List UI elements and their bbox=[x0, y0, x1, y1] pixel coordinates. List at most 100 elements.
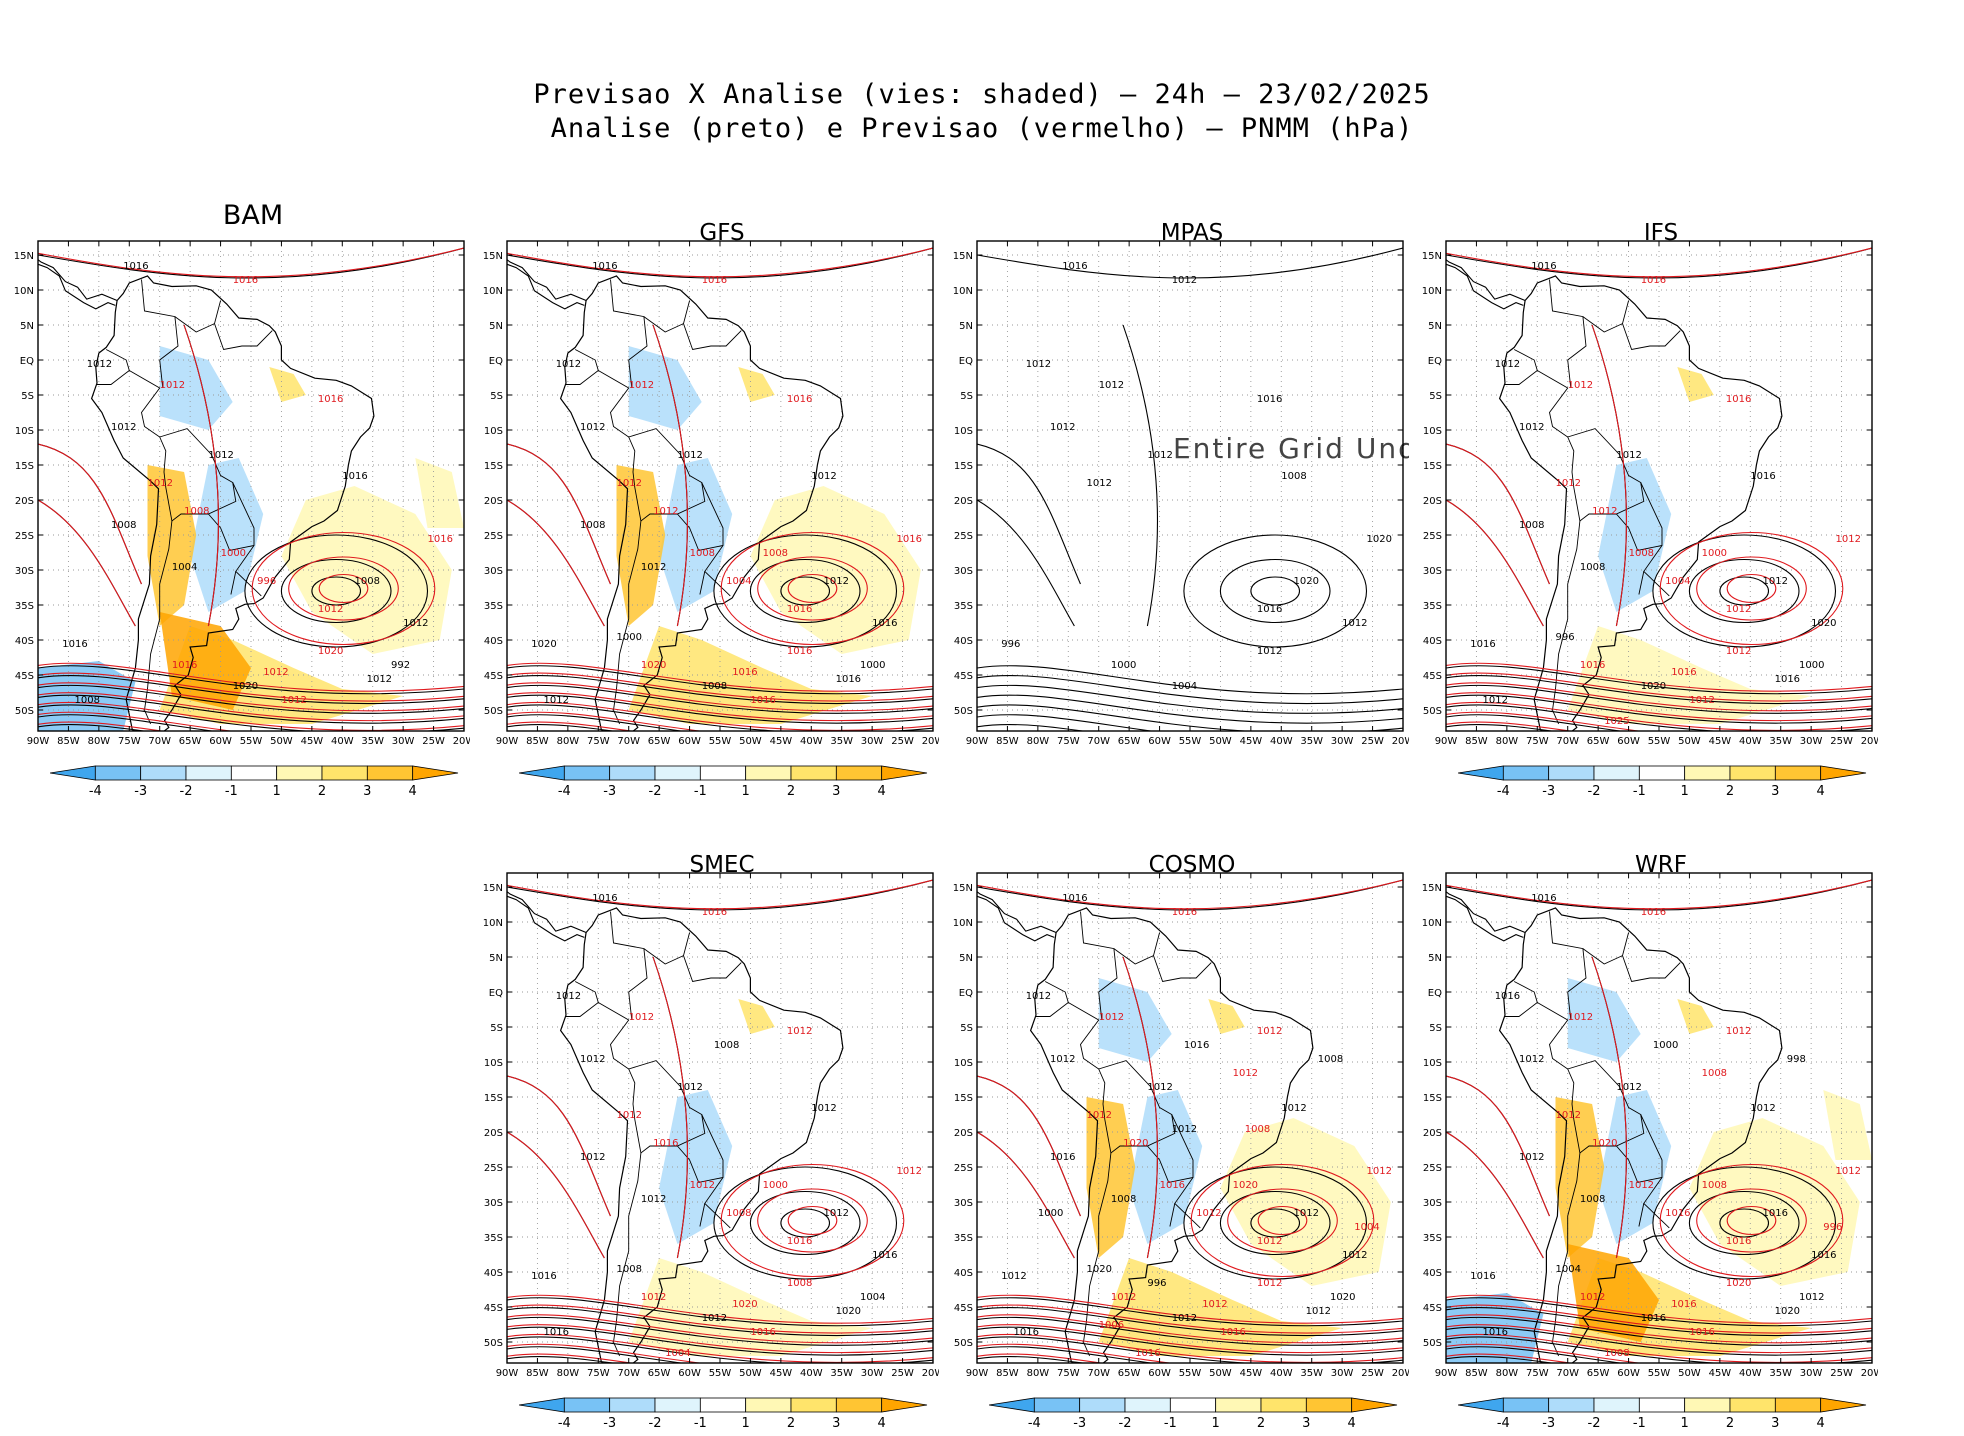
contour-label: 1016 bbox=[318, 394, 343, 405]
colorbar-label: 3 bbox=[363, 784, 371, 799]
country-border bbox=[683, 955, 742, 983]
lat-label: 10S bbox=[484, 426, 503, 437]
lat-label: 5S bbox=[490, 391, 503, 402]
country-border bbox=[1582, 300, 1630, 333]
map-content: 1016 1016 1012 1012 1012 1012 1012 1012 1012 1012… bbox=[507, 873, 933, 1363]
colorbar-label: 1 bbox=[273, 784, 281, 799]
contour-label: 1012 bbox=[1233, 1068, 1258, 1079]
lon-label: 20W bbox=[922, 736, 939, 747]
colorbar-segment bbox=[1215, 1397, 1262, 1413]
lon-label: 55W bbox=[1179, 1368, 1202, 1379]
colorbar-segment bbox=[563, 1397, 611, 1413]
trough-isobar bbox=[1122, 956, 1159, 1259]
contour-label: 1016 bbox=[1172, 907, 1197, 918]
colorbar-arrow-high bbox=[412, 765, 459, 781]
contour-label: 1012 bbox=[677, 1082, 702, 1093]
country-border bbox=[1567, 428, 1645, 522]
contour-label: 1012 bbox=[824, 576, 849, 587]
lon-label: 50W bbox=[1209, 736, 1232, 747]
plot-area: 1016 1012 1012 1012 1012 1012 1012 1016 1008 1020… bbox=[953, 240, 1409, 747]
south-isobar bbox=[1446, 1316, 1872, 1346]
contour-label: 1016 bbox=[702, 275, 727, 286]
contour-label: 1016 bbox=[787, 604, 812, 615]
colorbar-arrow-low bbox=[518, 1397, 565, 1413]
lon-label: 25W bbox=[1361, 1368, 1384, 1379]
north-isobar bbox=[38, 247, 464, 278]
lon-label: 25W bbox=[1830, 736, 1853, 747]
coastline-central-america bbox=[507, 890, 587, 934]
lat-label: 50S bbox=[954, 706, 973, 717]
colorbar-label: -2 bbox=[649, 784, 662, 799]
lat-label: 25S bbox=[954, 1163, 973, 1174]
contour-label: 1016 bbox=[872, 618, 897, 629]
south-isobar bbox=[1446, 1333, 1872, 1363]
colorbar: -4 -3 -2 -1 1 2 3 4 bbox=[1457, 1397, 1876, 1435]
contour-label: 1016 bbox=[836, 674, 861, 685]
colorbar-segment bbox=[1169, 1397, 1217, 1413]
lat-label: 40S bbox=[954, 636, 973, 647]
country-border bbox=[1169, 1203, 1176, 1227]
lat-label: 10N bbox=[14, 286, 34, 297]
high-pressure-ring bbox=[720, 1163, 905, 1278]
lon-label: 50W bbox=[1678, 736, 1701, 747]
south-isobar bbox=[977, 714, 1155, 731]
contour-label: 1012 bbox=[148, 478, 173, 489]
contour-label: 1012 bbox=[641, 562, 666, 573]
lat-label: EQ bbox=[1428, 356, 1442, 367]
south-isobar bbox=[507, 1356, 617, 1363]
lat-label: 35S bbox=[1423, 1233, 1442, 1244]
colorbar-arrow-high bbox=[881, 765, 928, 781]
contour-label: 996 bbox=[1147, 1278, 1166, 1289]
pacific-isobar bbox=[1446, 443, 1550, 585]
lat-label: 30S bbox=[954, 1198, 973, 1209]
lon-label: 65W bbox=[1118, 736, 1141, 747]
bias-positive-andes bbox=[1086, 1097, 1136, 1258]
country-border bbox=[683, 323, 742, 351]
axes: 15N 10N 5N EQ 5S 10S 15S 20S 25S 30S 35S 40S 45S 50S 9… bbox=[14, 241, 470, 747]
contour-labels: 1016 1016 1012 1012 1012 1012 1012 1016 1016 1012… bbox=[1470, 261, 1861, 727]
colorbar-arrow-low bbox=[518, 765, 565, 781]
lat-label: 35S bbox=[15, 601, 34, 612]
lat-label: 5N bbox=[959, 321, 973, 332]
south-isobar bbox=[38, 694, 464, 724]
colorbar-segment bbox=[366, 765, 414, 781]
south-isobar bbox=[1446, 1307, 1872, 1337]
lat-label: 15S bbox=[484, 1093, 503, 1104]
colorbar-segment bbox=[835, 765, 883, 781]
lat-label: 25S bbox=[484, 1163, 503, 1174]
coastline-central-america bbox=[977, 890, 1057, 934]
bias-positive-east bbox=[1823, 1090, 1872, 1160]
bias-positive-atlantic bbox=[1220, 1118, 1391, 1286]
undef-message: Entire Grid Undef bbox=[1173, 432, 1409, 465]
colorbar-segment bbox=[1260, 1397, 1307, 1413]
contour-label: 1012 bbox=[1556, 1110, 1581, 1121]
coastline bbox=[1498, 275, 1783, 731]
contour-label: 1012 bbox=[544, 695, 569, 706]
lat-label: 15N bbox=[483, 251, 503, 262]
axes: 15N 10N 5N EQ 5S 10S 15S 20S 25S 30S 35S 40S 45S 50S 9… bbox=[483, 873, 939, 1379]
lat-label: 15S bbox=[1423, 461, 1442, 472]
colorbar-label: -3 bbox=[134, 784, 147, 799]
colorbar-segment bbox=[1033, 1397, 1081, 1413]
lon-label: 35W bbox=[1300, 1368, 1323, 1379]
contour-label: 1016 bbox=[1220, 1327, 1245, 1338]
bias-positive-andes bbox=[616, 465, 666, 626]
colorbar-arrow-high bbox=[1820, 765, 1867, 781]
colorbar-label: 3 bbox=[1771, 784, 1779, 799]
south-isobar bbox=[977, 724, 1087, 731]
high-pressure-ring bbox=[244, 534, 429, 648]
contour-label: 1012 bbox=[1726, 1026, 1751, 1037]
colorbar: -4 -3 -2 -1 1 2 3 4 bbox=[988, 1397, 1407, 1435]
south-isobar bbox=[1446, 1336, 1872, 1363]
south-isobar bbox=[1446, 704, 1872, 731]
contour-label: 1016 bbox=[1135, 1348, 1160, 1359]
colorbar-label: -4 bbox=[558, 784, 571, 799]
lat-label: 40S bbox=[954, 1268, 973, 1279]
south-isobar bbox=[977, 1336, 1403, 1363]
lat-label: 10S bbox=[954, 1058, 973, 1069]
contour-labels: 1016 1016 1016 1012 1012 1012 1012 1012 1012 1012… bbox=[1470, 893, 1861, 1359]
contour-label: 1008 bbox=[355, 576, 380, 587]
contour-label: 1012 bbox=[1196, 1208, 1221, 1219]
contour-label: 1016 bbox=[750, 1327, 775, 1338]
colorbar-label: -3 bbox=[1542, 784, 1555, 799]
